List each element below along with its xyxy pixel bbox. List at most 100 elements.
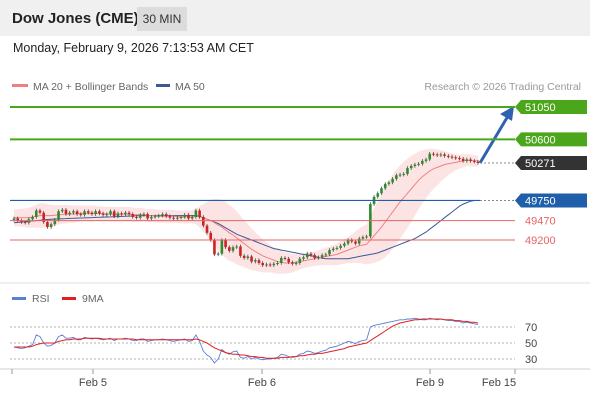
- rsi-line: [13, 317, 479, 364]
- candle-body: [283, 257, 287, 259]
- candle-body: [109, 211, 112, 215]
- level-label-49470: 49470: [525, 216, 556, 228]
- ma50-line: [13, 200, 478, 260]
- forecast-arrowhead: [500, 106, 514, 121]
- candle-body: [276, 263, 279, 265]
- level-label-49200: 49200: [525, 235, 556, 247]
- price-levels: 51050 50600 50271 49750 49470 49200: [10, 100, 587, 247]
- source-credit: Research © 2026 Trading Central: [424, 81, 581, 93]
- candle-body: [387, 182, 391, 184]
- candle-body: [265, 264, 268, 266]
- candle-body: [172, 217, 175, 219]
- rsi-tick-70: 70: [525, 322, 537, 334]
- candle-body: [49, 224, 53, 228]
- candle-body: [465, 159, 469, 161]
- candle-body: [305, 253, 309, 258]
- candle-body: [413, 164, 417, 166]
- legend-ma50: MA 50: [175, 81, 205, 93]
- candle-body: [439, 154, 443, 156]
- candle-body: [380, 188, 383, 194]
- candle-body: [239, 246, 242, 256]
- candle-body: [31, 216, 34, 220]
- candle-body: [146, 214, 149, 219]
- rsi-tick-30: 30: [525, 354, 537, 366]
- candle-body: [361, 237, 365, 239]
- candle-body: [320, 255, 324, 258]
- candle-body: [150, 216, 153, 219]
- candle-body: [75, 211, 79, 215]
- level-tag-51050: [515, 100, 587, 114]
- candle-body: [127, 212, 131, 215]
- candle-body: [313, 255, 316, 258]
- candle-body: [164, 214, 168, 217]
- candle-body: [46, 222, 49, 228]
- price-plot: [12, 106, 514, 274]
- candle-body: [131, 214, 135, 217]
- candle-body: [328, 250, 331, 255]
- candle-body: [20, 220, 23, 223]
- candle-body: [428, 153, 432, 160]
- candle-body: [168, 216, 172, 218]
- candle-body: [406, 168, 409, 174]
- candle-body: [224, 240, 227, 248]
- candle-body: [294, 263, 298, 265]
- candle-body: [350, 240, 354, 242]
- candle-body: [124, 212, 127, 215]
- candle-body: [335, 247, 339, 249]
- bollinger-band: [14, 148, 478, 274]
- candle-body: [209, 232, 213, 240]
- candle-body: [250, 256, 253, 262]
- candle-body: [57, 211, 60, 220]
- candle-body: [205, 225, 209, 233]
- candle-body: [261, 263, 265, 266]
- candle-body: [138, 214, 142, 218]
- candle-body: [395, 175, 398, 179]
- candle-body: [421, 160, 424, 164]
- timeframe-button[interactable]: 30 MIN: [137, 7, 187, 31]
- x-tick-feb15: Feb 15: [482, 377, 516, 389]
- candle-body: [179, 216, 183, 218]
- candle-body: [34, 210, 38, 217]
- candle-body: [272, 263, 276, 266]
- legend-swatch-ma20: [12, 84, 28, 87]
- candle-body: [153, 216, 157, 218]
- candle-body: [268, 264, 272, 266]
- candle-body: [398, 174, 402, 176]
- header-bar: Dow Jones (CME) 30 MIN: [0, 0, 590, 36]
- candle-body: [365, 236, 368, 238]
- candle-body: [324, 254, 328, 256]
- level-label-49750: 49750: [525, 195, 556, 207]
- candle-body: [120, 213, 123, 215]
- candle-body: [216, 253, 220, 255]
- timestamp: Monday, February 9, 2026 7:13:53 AM CET: [13, 41, 254, 55]
- candle-body: [354, 241, 357, 244]
- candle-body: [469, 159, 472, 161]
- candle-body: [135, 216, 138, 218]
- candle-body: [461, 158, 465, 161]
- candle-body: [447, 155, 450, 157]
- rsi-ma-line: [14, 318, 479, 359]
- candle-body: [339, 245, 342, 248]
- level-label-50600: 50600: [525, 134, 556, 146]
- x-tick-feb9: Feb 9: [416, 377, 444, 389]
- candle-body: [94, 211, 97, 215]
- candle-body: [161, 214, 164, 216]
- candle-body: [68, 212, 71, 215]
- candle-body: [454, 157, 458, 159]
- candle-body: [142, 214, 146, 216]
- candle-body: [190, 216, 194, 219]
- candle-body: [60, 209, 64, 212]
- candle-body: [317, 257, 320, 259]
- rsi-plot: 70 50 30: [10, 317, 537, 374]
- level-label-50271: 50271: [525, 158, 556, 170]
- candle-body: [383, 183, 387, 189]
- candle-body: [227, 247, 231, 251]
- candle-body: [157, 215, 161, 217]
- candle-body: [198, 210, 201, 217]
- candle-body: [112, 211, 116, 217]
- legend-rsi-ma: 9MA: [82, 293, 104, 305]
- candle-body: [42, 212, 45, 223]
- candle-body: [443, 154, 446, 156]
- legend-swatch-rsi: [12, 297, 26, 300]
